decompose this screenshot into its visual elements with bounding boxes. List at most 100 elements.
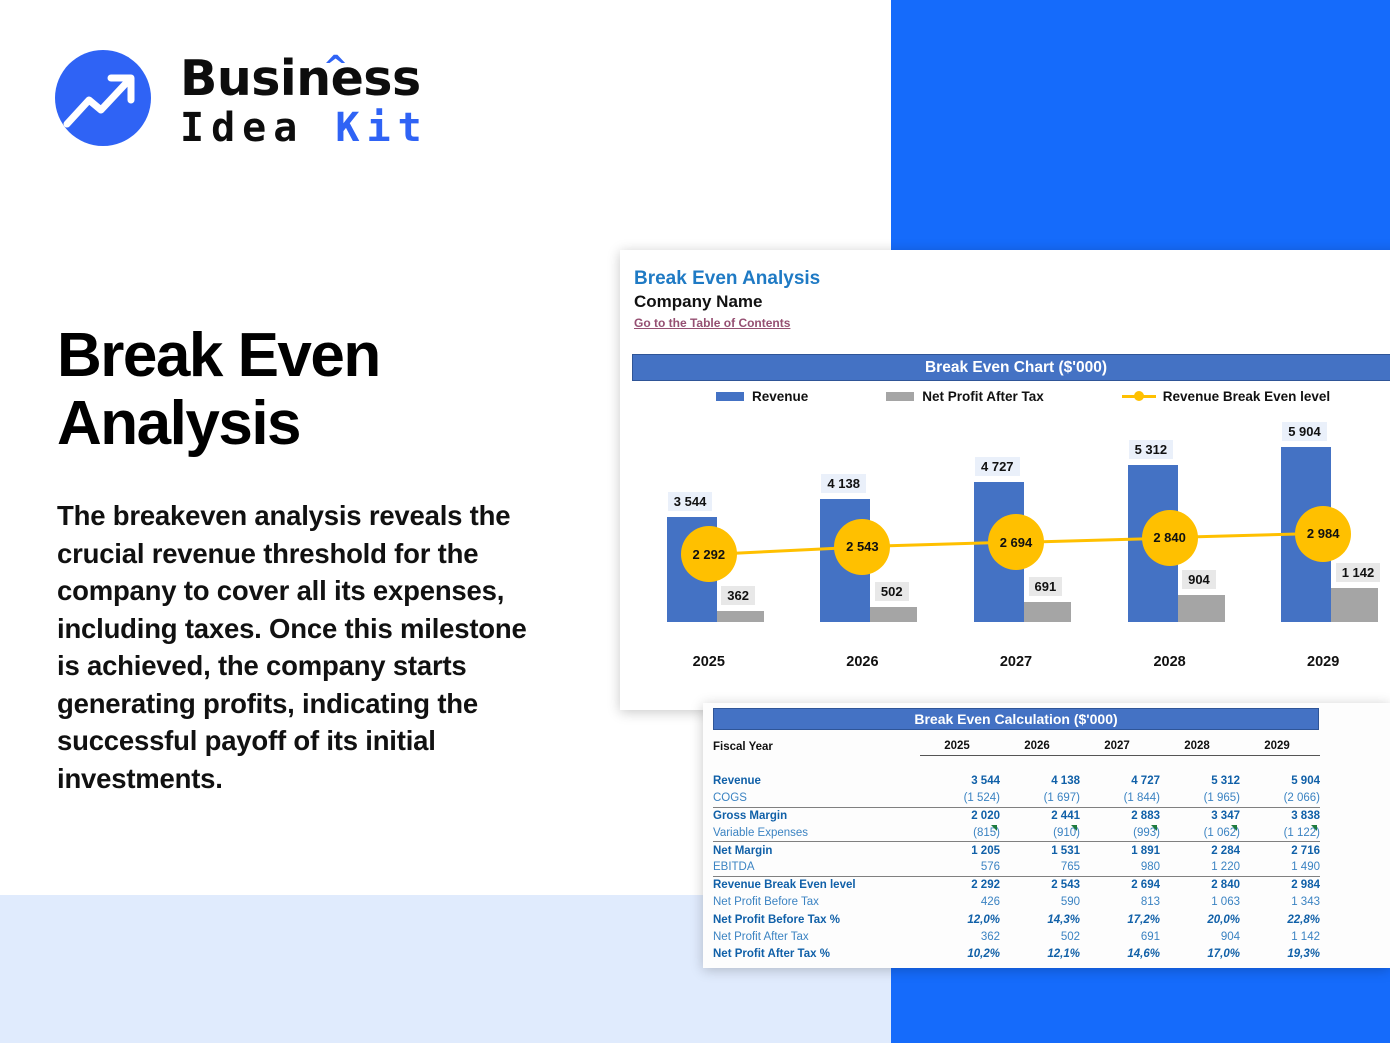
table-cell-7-2028: 1 063	[1211, 896, 1240, 909]
table-of-contents-link[interactable]: Go to the Table of Contents	[634, 316, 791, 330]
table-row: Net Profit After Tax 362 502 691 904 1 142	[713, 928, 1320, 945]
break-even-chart-card: Break Even Analysis Company Name Go to t…	[620, 250, 1390, 710]
legend-label-net-profit-after-tax: Net Profit After Tax	[922, 388, 1044, 404]
table-cell-3-2027: (993)	[1133, 825, 1160, 839]
table-cell-1-2029: (2 066)	[1283, 792, 1320, 805]
table-row: COGS (1 524) (1 697) (1 844) (1 965) (2 066)	[713, 790, 1320, 807]
break-even-marker-2025: 2 292	[680, 526, 737, 583]
data-label-net-profit-after-tax-2028: 904	[1182, 570, 1216, 590]
table-cell-8-2028: 20,0%	[1207, 913, 1240, 926]
table-cell-9-2026: 502	[1060, 930, 1080, 943]
table-cell-2-2027: 2 883	[1080, 806, 1160, 825]
bar-net-profit-after-tax-2025	[716, 611, 764, 622]
bar-net-profit-after-tax-2029	[1331, 588, 1379, 622]
table-header-year-2027: 2027	[1080, 738, 1160, 756]
table-header-fiscal-year: Fiscal Year	[713, 740, 773, 753]
table-row: Net Profit Before Tax % 12,0% 14,3% 17,2% 20…	[713, 911, 1320, 928]
table-cell-3-2029: (1 122)	[1283, 825, 1320, 839]
break-even-marker-2029: 2 984	[1295, 505, 1352, 562]
table-cell-10-2028: 17,0%	[1207, 948, 1240, 961]
legend-swatch-revenue-icon	[716, 391, 744, 401]
data-label-net-profit-after-tax-2029: 1 142	[1335, 563, 1381, 583]
table-cell-2-2028: 3 347	[1160, 806, 1240, 825]
legend-line-marker-icon	[1121, 391, 1156, 401]
table-cell-3-2025: (815)	[973, 825, 1000, 839]
table-row-label-7: Net Profit Before Tax	[713, 896, 819, 909]
table-cell-6-2029: 2 984	[1240, 875, 1320, 894]
table-row-label-2: Gross Margin	[713, 806, 920, 825]
bar-net-profit-after-tax-2027	[1024, 601, 1071, 622]
table-header-row: Fiscal Year 2025 2026 2027 2028 2029	[713, 738, 1320, 756]
table-row: EBITDA 576 765 980 1 220 1 490	[713, 859, 1320, 876]
page-title: Break Even Analysis	[57, 321, 381, 458]
table-cell-10-2025: 10,2%	[967, 948, 1000, 961]
table-cell-7-2029: 1 343	[1291, 896, 1320, 909]
brand-name-primary: Business	[180, 50, 421, 107]
table-cell-4-2026: 1 531	[1000, 841, 1080, 860]
table-row-label-1: COGS	[713, 792, 747, 805]
table-cell-1-2025: (1 524)	[963, 792, 1000, 805]
table-row: Gross Margin 2 020 2 441 2 883 3 347 3 838	[713, 806, 1320, 825]
bar-net-profit-after-tax-2028	[1177, 595, 1225, 622]
table-row-label-9: Net Profit After Tax	[713, 930, 809, 943]
brand-name-secondary: Idea Kit	[180, 106, 429, 150]
table-cell-8-2026: 14,3%	[1047, 913, 1080, 926]
table-cell-1-2026: (1 697)	[1043, 792, 1080, 805]
chart-plot-area: 3 544 362 2025 4 138 502 2026 4 727 691 2027 5 31…	[632, 415, 1390, 698]
table-cell-4-2028: 2 284	[1160, 841, 1240, 860]
table-header-year-2028: 2028	[1160, 738, 1240, 756]
cell-warning-flag-icon	[1151, 825, 1157, 832]
legend-item-break-even-level: Revenue Break Even level	[1121, 388, 1331, 404]
table-cell-6-2025: 2 292	[920, 875, 1000, 894]
table-cell-5-2025: 576	[980, 861, 1000, 874]
description-paragraph: The breakeven analysis reveals the cruci…	[57, 500, 527, 794]
break-even-table: Fiscal Year 2025 2026 2027 2028 2029 Revenue 3 …	[713, 738, 1320, 963]
table-row-label-6: Revenue Break Even level	[713, 875, 920, 894]
data-label-net-profit-after-tax-2025: 362	[721, 586, 755, 606]
legend-label-revenue: Revenue	[752, 388, 809, 404]
legend-item-net-profit-after-tax: Net Profit After Tax	[886, 389, 1044, 404]
table-cell-7-2027: 813	[1140, 896, 1160, 909]
table-row: Variable Expenses (815) (910) (993) (1 062) (…	[713, 824, 1320, 841]
table-row-label-5: EBITDA	[713, 861, 755, 874]
table-cell-5-2026: 765	[1060, 861, 1080, 874]
table-cell-7-2025: 426	[980, 896, 1000, 909]
table-row: Revenue Break Even level 2 292 2 543 2 694 2…	[713, 875, 1320, 894]
legend-label-break-even-level: Revenue Break Even level	[1162, 388, 1331, 404]
background-blue-block-top-right	[891, 0, 1390, 250]
table-cell-2-2025: 2 020	[920, 806, 1000, 825]
cell-warning-flag-icon	[1311, 825, 1317, 832]
x-axis-label-2029: 2029	[1307, 654, 1340, 670]
break-even-marker-2027: 2 694	[988, 514, 1044, 571]
chart-title-banner: Break Even Chart ($'000)	[632, 354, 1390, 381]
table-row-label-8: Net Profit Before Tax %	[713, 913, 840, 926]
table-cell-2-2029: 3 838	[1240, 806, 1320, 825]
cell-warning-flag-icon	[991, 825, 997, 832]
brand-kit-text: Kit	[335, 105, 429, 151]
table-cell-5-2027: 980	[1140, 861, 1160, 874]
bar-net-profit-after-tax-2026	[870, 607, 918, 622]
company-name: Company Name	[634, 292, 763, 311]
table-cell-9-2029: 1 142	[1291, 930, 1320, 943]
table-cell-5-2028: 1 220	[1211, 861, 1240, 874]
data-label-net-profit-after-tax-2026: 502	[874, 582, 909, 602]
table-cell-10-2029: 19,3%	[1287, 948, 1320, 961]
table-cell-8-2027: 17,2%	[1127, 913, 1160, 926]
table-cell-0-2027: 4 727	[1131, 775, 1160, 788]
brand-idea-text: Idea	[180, 105, 336, 151]
table-cell-8-2029: 22,8%	[1287, 913, 1320, 926]
table-cell-0-2029: 5 904	[1291, 775, 1320, 788]
table-header-year-2029: 2029	[1240, 738, 1320, 756]
table-cell-1-2028: (1 965)	[1203, 792, 1240, 805]
table-cell-8-2025: 12,0%	[967, 913, 1000, 926]
table-row-label-0: Revenue	[713, 775, 761, 788]
cell-warning-flag-icon	[1231, 825, 1237, 832]
cell-warning-flag-icon	[1071, 825, 1077, 832]
table-cell-4-2027: 1 891	[1080, 841, 1160, 860]
table-cell-5-2029: 1 490	[1291, 861, 1320, 874]
circumflex-accent-icon: ^	[323, 50, 349, 85]
table-header-year-2026: 2026	[1000, 738, 1080, 756]
table-title: Break Even Calculation ($'000)	[914, 711, 1118, 727]
table-cell-7-2026: 590	[1060, 896, 1080, 909]
